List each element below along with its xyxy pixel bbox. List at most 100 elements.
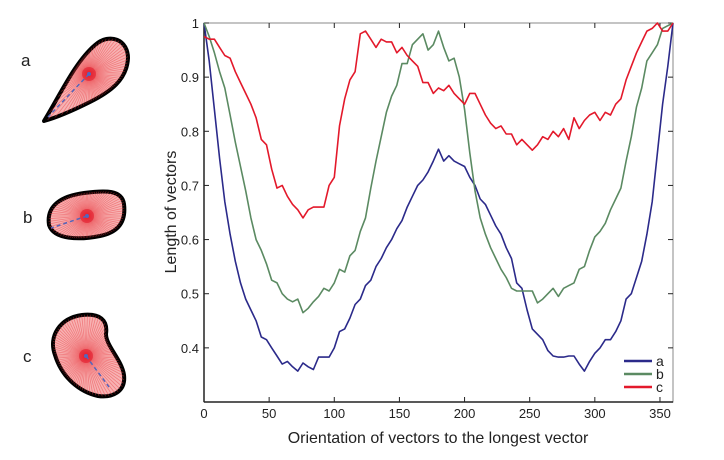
radial-vector [86,215,114,239]
radial-vector [60,191,88,217]
x-tick-label: 300 [584,406,606,421]
radial-vector [85,314,104,357]
radial-vector [48,191,88,217]
radial-vector [64,191,88,217]
radial-vector [51,215,88,239]
longest-vector-a [47,73,90,118]
radial-vector [86,191,110,217]
radial-vector [85,355,122,397]
radial-vector [88,38,128,75]
radial-vector [69,215,88,239]
radial-vector [53,327,87,357]
radial-vector [88,59,128,75]
radial-vector [53,38,90,75]
radial-vector [86,191,125,217]
radial-vector [79,191,88,217]
radial-vector [86,191,125,217]
radial-vector [86,215,110,239]
radial-vector [53,322,87,357]
radial-vector [86,201,125,217]
radial-vector [53,345,87,357]
radial-vector [48,215,88,231]
radial-vector [85,355,125,381]
centroid-c [84,354,88,358]
radial-vector [53,336,87,357]
radial-vector [53,355,87,376]
series-line-a [203,22,674,372]
radial-vector [85,355,89,397]
radial-vector [86,215,119,239]
radial-vector [86,210,125,217]
x-axis-title: Orientation of vectors to the longest ve… [288,430,589,447]
radial-vector [53,314,87,357]
y-tick-label: 1 [192,16,199,31]
radial-vector [48,201,88,217]
radial-vector [53,314,87,357]
radial-vector [85,355,125,397]
radial-vector [86,191,125,217]
radial-vector [48,215,88,239]
radial-vector [64,215,88,239]
radial-vector [69,191,88,217]
legend-label-b: b [656,366,664,382]
radial-vector [86,191,125,217]
radial-vector [85,355,125,394]
radial-vector [86,191,95,217]
radial-vector [85,314,122,357]
radial-vector [86,191,105,217]
radial-vector [48,215,88,227]
radial-vector [88,38,116,75]
radial-vector [84,215,88,239]
radial-vector [44,38,90,75]
radial-vector [55,215,88,239]
radial-vector [86,215,123,239]
radial-vector [53,314,87,357]
cell-shapes: a b c [21,36,130,399]
radial-vector [86,191,123,217]
radial-vector [86,205,125,217]
radial-vector [53,314,87,357]
y-tick-label: 0.8 [181,124,199,139]
radial-vector [88,38,128,75]
radial-vector [85,314,118,357]
radial-vector [84,191,88,217]
radial-vector [85,355,125,397]
radial-vector [86,191,125,217]
x-tick-label: 200 [454,406,476,421]
radial-vector [48,210,88,217]
radial-vector [48,215,88,239]
radial-vector [53,314,87,357]
radial-vector [44,38,90,75]
radial-vector [86,191,125,217]
y-tick-label: 0.9 [181,70,199,85]
y-tick-label: 0.7 [181,178,199,193]
radial-vector [53,355,87,367]
radial-vector [85,355,125,397]
radial-vector [53,314,87,357]
series-line-c [203,22,674,219]
radial-vector [85,355,109,397]
radial-vector [86,215,125,239]
x-ticks: 0 50 100 150 200 250 300 350 [200,23,671,421]
radial-vectors-c [53,314,125,397]
radial-vector [85,355,99,397]
radial-vector [49,73,90,121]
radial-vector [74,215,88,239]
radial-vector [53,73,90,121]
radial-vector [88,54,128,75]
radial-vector [86,215,90,239]
radial-vector [88,38,128,75]
radial-vector [86,191,125,217]
radial-vector [86,215,125,239]
radial-vector [73,314,87,357]
radial-vector [55,191,88,217]
radial-vector [85,314,99,357]
cell-shape-a [42,36,130,123]
longest-vector-b [50,215,88,229]
radial-vector [85,314,89,357]
radial-vector [85,314,113,357]
radial-vector [48,215,88,239]
radial-vector [53,341,87,357]
radial-vector [86,215,125,239]
y-tick-label: 0.6 [181,233,199,248]
